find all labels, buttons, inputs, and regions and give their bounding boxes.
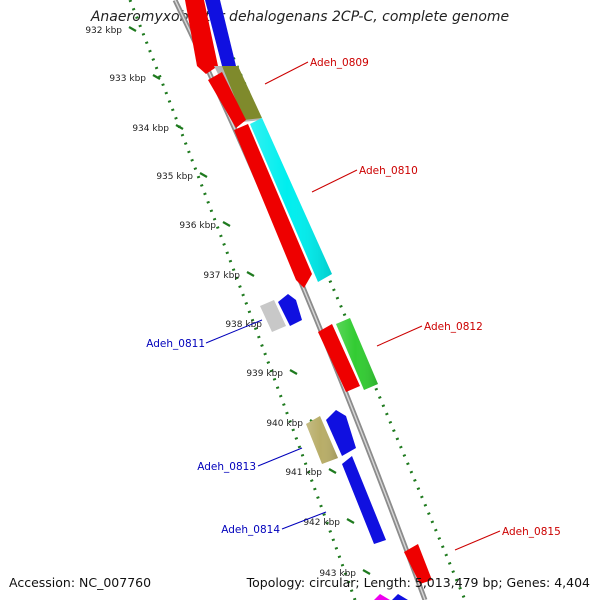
leader-line-0815 xyxy=(454,530,501,551)
ruler-tick-label: 936 kbp xyxy=(179,221,216,231)
accession-text: Accession: NC_007760 xyxy=(9,575,152,590)
gene-feature-blue-bottom xyxy=(392,594,408,600)
ruler-tick-mark xyxy=(289,369,298,375)
gene-feature-top-blue xyxy=(205,0,236,66)
gene-feature-blue-0813 xyxy=(326,410,356,456)
ruler-tick-label: 939 kbp xyxy=(246,369,283,379)
ruler-tick-label: 932 kbp xyxy=(85,26,122,36)
ruler-tick-mark xyxy=(128,26,137,32)
gene-feature-blue-0814 xyxy=(342,456,386,544)
ruler-tick-label: 940 kbp xyxy=(266,419,303,429)
gene-feature-blue-0811 xyxy=(278,294,302,326)
ruler-tick-label: 938 kbp xyxy=(225,320,262,330)
gene-label-adeh-0812: Adeh_0812 xyxy=(424,321,483,333)
genome-summary: Topology: circular; Length: 5,013,479 bp… xyxy=(246,575,590,590)
ruler-tick-mark xyxy=(222,221,231,227)
gene-label-adeh-0815: Adeh_0815 xyxy=(502,526,561,538)
gene-label-adeh-0813: Adeh_0813 xyxy=(197,461,256,473)
gene-label-adeh-0809: Adeh_0809 xyxy=(310,57,369,69)
leader-line-0811 xyxy=(205,319,263,344)
gene-feature-red-0810 xyxy=(234,124,312,288)
gene-shading xyxy=(250,118,378,464)
ruler-tick-mark xyxy=(246,271,255,277)
ruler-tick-label: 933 kbp xyxy=(109,74,146,84)
ruler-tick-mark xyxy=(346,518,355,524)
ruler-tick-label: 937 kbp xyxy=(203,271,240,281)
ruler-tick-mark xyxy=(199,172,208,178)
leader-line-0812 xyxy=(376,325,423,347)
genome-backbone xyxy=(172,0,428,600)
gene-labels: Adeh_0809 Adeh_0810 Adeh_0812 Adeh_0815 Adeh… xyxy=(146,57,561,538)
leader-line-0810 xyxy=(311,169,358,193)
leader-line-0814 xyxy=(281,511,327,530)
gene-feature-grey-0811 xyxy=(260,300,286,332)
gene-feature-magenta-bottom xyxy=(374,594,390,600)
ruler-tick-mark xyxy=(328,468,337,474)
ruler-tick-label: 943 kbp xyxy=(319,569,356,579)
gene-feature-top-red xyxy=(185,0,218,74)
gene-label-adeh-0811: Adeh_0811 xyxy=(146,338,205,350)
gene-feature-red-0815 xyxy=(404,544,432,584)
gene-feature-red-0812 xyxy=(318,324,360,392)
ruler-tick-mark xyxy=(152,74,161,80)
genome-backbone-highlight xyxy=(174,0,426,600)
ruler-tick-label: 941 kbp xyxy=(285,468,322,478)
ruler-tick-label: 934 kbp xyxy=(132,124,169,134)
ruler-ticks: 932 kbp 933 kbp 934 kbp 935 kbp 936 kbp 937 k… xyxy=(85,26,371,579)
gene-feature-olive xyxy=(222,66,262,120)
ruler-tick-mark xyxy=(362,569,371,575)
leader-lines xyxy=(205,61,501,551)
gene-label-adeh-0810: Adeh_0810 xyxy=(359,165,418,177)
leader-line-0809 xyxy=(264,61,309,85)
ruler-tick-mark xyxy=(175,124,184,130)
ruler-tick-label: 942 kbp xyxy=(303,518,340,528)
ruler-tick-label: 935 kbp xyxy=(156,172,193,182)
leader-line-0813 xyxy=(257,447,303,467)
gene-feature-red-0809 xyxy=(208,72,246,128)
gene-label-adeh-0814: Adeh_0814 xyxy=(221,524,280,536)
